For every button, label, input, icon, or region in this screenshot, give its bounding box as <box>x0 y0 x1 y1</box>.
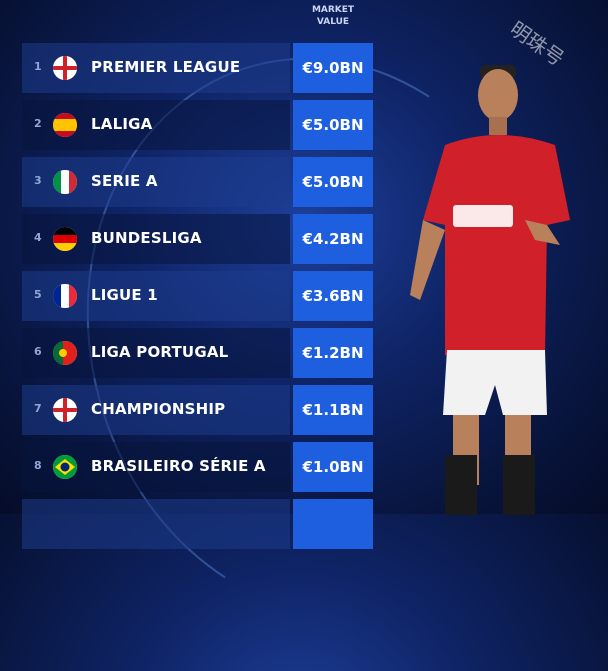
market-value-header: MARKET VALUE <box>293 4 373 28</box>
table-row: 7 CHAMPIONSHIP €1.1BN <box>22 385 373 435</box>
player-image <box>410 65 570 515</box>
rank: 7 <box>34 402 42 415</box>
market-value: €3.6BN <box>293 271 373 321</box>
market-value: €5.0BN <box>293 157 373 207</box>
table-row: 6 LIGA PORTUGAL €1.2BN <box>22 328 373 378</box>
germany-flag-icon <box>53 227 77 251</box>
row-band <box>22 499 290 549</box>
market-value: €1.0BN <box>293 442 373 492</box>
england-flag-icon <box>53 56 77 80</box>
table-row: 1 PREMIER LEAGUE €9.0BN <box>22 43 373 93</box>
table-row: 4 BUNDESLIGA €4.2BN <box>22 214 373 264</box>
table-row-partial <box>22 499 373 549</box>
league-name: PREMIER LEAGUE <box>91 58 241 76</box>
value-box <box>293 499 373 549</box>
table-row: 5 LIGUE 1 €3.6BN <box>22 271 373 321</box>
market-value: €1.2BN <box>293 328 373 378</box>
rank: 1 <box>34 60 42 73</box>
header-line-2: VALUE <box>316 17 350 27</box>
england-flag-icon <box>53 398 77 422</box>
portugal-flag-icon <box>53 341 77 365</box>
league-name: SERIE A <box>91 172 158 190</box>
table-row: 3 SERIE A €5.0BN <box>22 157 373 207</box>
brazil-flag-icon <box>53 455 77 479</box>
league-name: LALIGA <box>91 115 153 133</box>
league-name: LIGA PORTUGAL <box>91 343 229 361</box>
rank: 2 <box>34 117 42 130</box>
league-name: BRASILEIRO SÉRIE A <box>91 457 266 475</box>
france-flag-icon <box>53 284 77 308</box>
league-name: CHAMPIONSHIP <box>91 400 226 418</box>
rank: 6 <box>34 345 42 358</box>
market-value: €5.0BN <box>293 100 373 150</box>
market-value: €4.2BN <box>293 214 373 264</box>
market-value: €1.1BN <box>293 385 373 435</box>
table-row: 2 LALIGA €5.0BN <box>22 100 373 150</box>
spain-flag-icon <box>53 113 77 137</box>
italy-flag-icon <box>53 170 77 194</box>
rank: 8 <box>34 459 42 472</box>
rank: 3 <box>34 174 42 187</box>
league-name: LIGUE 1 <box>91 286 158 304</box>
league-name: BUNDESLIGA <box>91 229 202 247</box>
header-line-1: MARKET <box>311 5 355 15</box>
rank: 4 <box>34 231 42 244</box>
market-value: €9.0BN <box>293 43 373 93</box>
table-row: 8 BRASILEIRO SÉRIE A €1.0BN <box>22 442 373 492</box>
rank: 5 <box>34 288 42 301</box>
